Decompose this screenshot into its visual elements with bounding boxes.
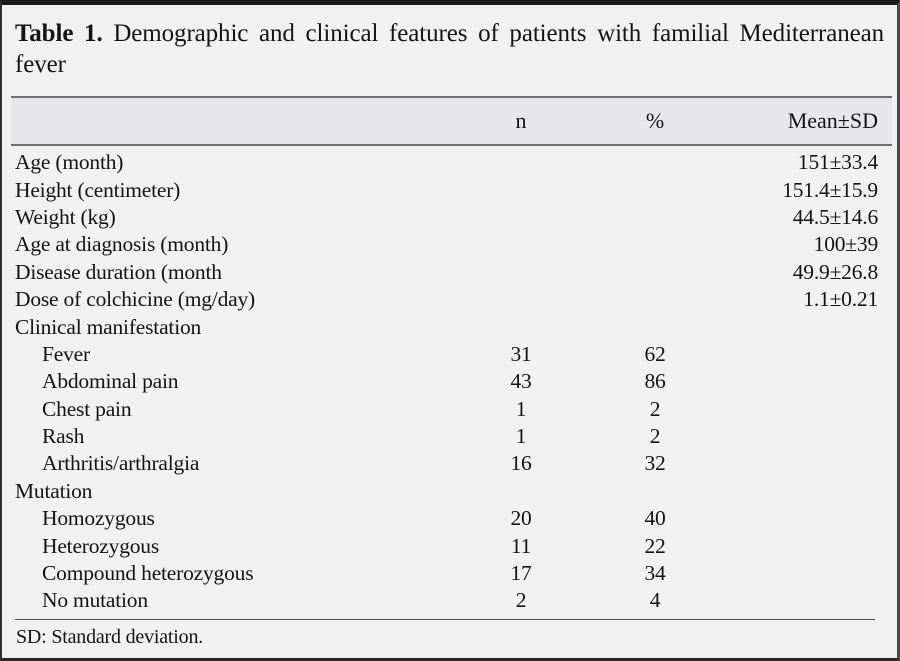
table-row: Mutation — [15, 478, 884, 505]
column-header-percent: % — [645, 108, 665, 133]
table-row: Chest pain 1 2 — [15, 396, 884, 423]
cell-n: 1 — [515, 396, 527, 421]
table-row: Compound heterozygous 17 34 — [15, 560, 884, 587]
row-label: Rash — [42, 424, 85, 449]
table-row: Fever 31 62 — [15, 341, 884, 368]
row-label: Heterozygous — [42, 533, 160, 558]
table-row: Dose of colchicine (mg/day) 1.1±0.21 — [15, 286, 884, 313]
cell-n: 11 — [510, 533, 532, 558]
row-label: Chest pain — [42, 396, 132, 421]
row-label: No mutation — [42, 588, 148, 613]
cell-percent: 62 — [644, 341, 666, 366]
column-header-mean-sd: Mean±SD — [787, 108, 878, 133]
cell-n: 43 — [510, 369, 532, 394]
table-caption: Demographic and clinical features of pat… — [15, 20, 885, 78]
cell-mean-sd: 151±33.4 — [797, 150, 878, 175]
row-label: Age at diagnosis (month) — [15, 232, 229, 257]
cell-mean-sd: 100±39 — [813, 232, 879, 257]
table-footnote: SD: Standard deviation. — [16, 625, 204, 648]
table-row: Age (month) 151±33.4 — [15, 149, 884, 176]
row-label: Arthritis/arthralgia — [42, 451, 200, 476]
table-body: Age (month) 151±33.4 Height (centimeter) 15… — [2, 146, 897, 615]
table-row: No mutation 2 4 — [15, 587, 884, 614]
cell-n: 1 — [515, 424, 527, 449]
column-header-n: n — [515, 108, 527, 133]
table-row: Arthritis/arthralgia 16 32 — [15, 450, 884, 477]
cell-mean-sd: 1.1±0.21 — [803, 287, 878, 312]
table-header-row: n % Mean±SD — [11, 96, 892, 146]
cell-n: 17 — [510, 561, 532, 586]
cell-n: 2 — [515, 588, 527, 613]
cell-percent: 4 — [649, 588, 661, 613]
table-row: Clinical manifestation — [15, 313, 884, 340]
row-label: Dose of colchicine (mg/day) — [15, 287, 255, 312]
row-label: Abdominal pain — [42, 369, 179, 394]
footnote-divider — [15, 618, 875, 620]
cell-percent: 34 — [644, 561, 666, 586]
row-label: Clinical manifestation — [15, 314, 202, 339]
table-row: Disease duration (month 49.9±26.8 — [15, 259, 884, 286]
table-row: Abdominal pain 43 86 — [15, 368, 884, 395]
cell-mean-sd: 49.9±26.8 — [792, 259, 878, 284]
cell-n: 16 — [510, 451, 532, 476]
cell-mean-sd: 151.4±15.9 — [782, 177, 878, 202]
table-row: Height (centimeter) 151.4±15.9 — [15, 176, 884, 203]
cell-mean-sd: 44.5±14.6 — [792, 204, 878, 229]
row-label: Height (centimeter) — [15, 177, 181, 202]
row-label: Mutation — [15, 478, 93, 503]
cell-percent: 22 — [644, 533, 666, 558]
row-label: Disease duration (month — [15, 259, 222, 284]
cell-percent: 2 — [649, 396, 661, 421]
table-row: Homozygous 20 40 — [15, 505, 884, 532]
cell-percent: 2 — [649, 424, 661, 449]
row-label: Compound heterozygous — [42, 561, 254, 586]
cell-percent: 86 — [644, 369, 666, 394]
table-row: Weight (kg) 44.5±14.6 — [15, 204, 884, 231]
table-row: Rash 1 2 — [15, 423, 884, 450]
table-number: Table 1. — [15, 20, 103, 47]
row-label: Fever — [42, 341, 90, 366]
cell-n: 31 — [510, 341, 532, 366]
row-label: Age (month) — [15, 150, 124, 175]
cell-percent: 32 — [644, 451, 666, 476]
cell-percent: 40 — [644, 506, 666, 531]
table-row: Heterozygous 11 22 — [15, 532, 884, 559]
cell-n: 20 — [510, 506, 532, 531]
row-label: Weight (kg) — [15, 204, 116, 229]
table-title: Table 1. Demographic and clinical featur… — [2, 5, 897, 96]
row-label: Homozygous — [42, 506, 155, 531]
table-row: Age at diagnosis (month) 100±39 — [15, 231, 884, 258]
